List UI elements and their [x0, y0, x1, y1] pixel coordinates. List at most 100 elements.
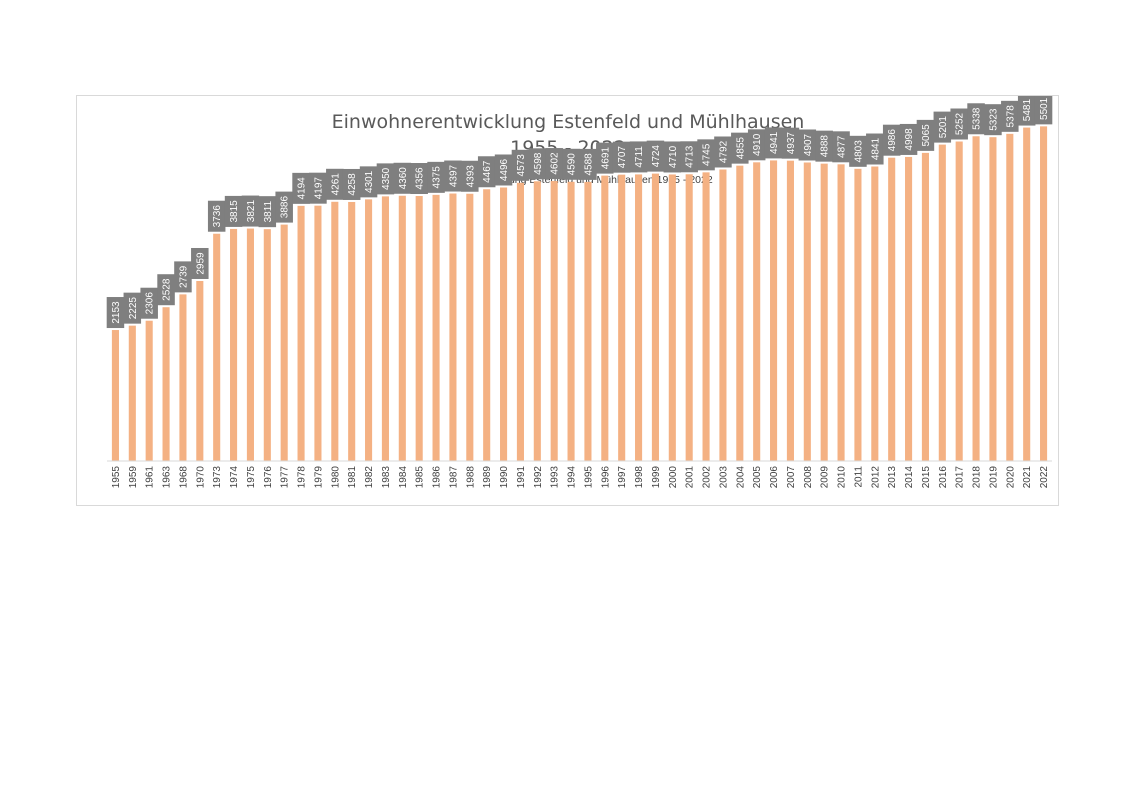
bar-2007 [786, 160, 794, 462]
data-label-box [359, 166, 378, 198]
x-tick-1988: 1988 [465, 466, 476, 489]
bar-1978 [297, 205, 305, 461]
bar-1998 [635, 174, 643, 461]
data-label-1989: 4467 [477, 156, 496, 188]
data-label-2010: 4877 [832, 131, 850, 163]
data-labels-group: 2153 2225 2306 2528 2739 2959 3736 3815 3821 3811… [106, 96, 1053, 329]
data-label-box [427, 161, 445, 193]
data-label-value: 4197 [313, 177, 324, 200]
data-label-box [1034, 96, 1053, 125]
data-label-1990: 4496 [494, 154, 513, 186]
data-label-box [309, 172, 327, 204]
data-label-value: 3811 [263, 200, 274, 222]
bar-1976 [263, 229, 271, 461]
x-tick-1994: 1994 [567, 466, 578, 489]
data-label-value: 4888 [820, 135, 831, 158]
data-label-box [241, 195, 260, 227]
data-label-1985: 4356 [410, 163, 428, 195]
bar-1986 [432, 194, 440, 461]
x-tick-2010: 2010 [837, 466, 848, 489]
data-label-value: 4356 [415, 167, 426, 190]
data-label-2014: 4998 [899, 123, 918, 155]
data-label-2013: 4986 [882, 124, 901, 156]
bar-1959 [128, 325, 136, 461]
data-label-box [866, 133, 884, 165]
data-label-1968: 2739 [174, 261, 192, 293]
data-label-2022: 5501 [1034, 96, 1053, 125]
x-tick-2002: 2002 [702, 466, 713, 489]
bar-2003 [719, 169, 727, 461]
data-label-value: 4360 [398, 167, 409, 190]
data-label-box [393, 162, 412, 194]
bar-2002 [702, 172, 710, 461]
bar-2014 [905, 156, 913, 461]
data-label-box [612, 141, 631, 173]
data-label-1980: 4261 [326, 168, 344, 200]
data-label-value: 4691 [600, 147, 611, 170]
x-tick-1975: 1975 [246, 466, 257, 489]
data-label-box [714, 136, 732, 168]
data-label-box [258, 196, 277, 228]
data-label-value: 5201 [938, 116, 949, 139]
bar-1987 [449, 193, 457, 461]
data-label-value: 4841 [870, 137, 881, 160]
data-label-value: 2306 [145, 292, 156, 315]
chart-frame: Einwohnerentwicklung Estenfeld und Mühlh… [76, 95, 1059, 506]
bar-1977 [280, 224, 288, 461]
x-tick-1980: 1980 [330, 466, 341, 489]
data-label-2019: 5323 [984, 104, 1002, 136]
x-tick-2005: 2005 [752, 466, 763, 489]
data-label-box [511, 149, 530, 181]
bar-1988 [466, 193, 474, 461]
data-label-box [477, 156, 496, 188]
data-label-box [950, 108, 968, 140]
data-label-2008: 4907 [798, 129, 817, 161]
bar-1984 [398, 195, 406, 461]
x-tick-1970: 1970 [195, 466, 206, 489]
bar-1990 [500, 187, 508, 461]
data-label-value: 4998 [904, 128, 915, 151]
data-label-box [849, 135, 867, 167]
data-label-1995: 4588 [579, 148, 597, 180]
x-tick-1995: 1995 [583, 466, 594, 489]
bar-1999 [651, 173, 659, 461]
data-label-value: 3815 [229, 200, 240, 223]
data-label-value: 4393 [465, 165, 476, 188]
data-label-value: 4711 [634, 146, 645, 168]
data-label-value: 4467 [482, 160, 493, 183]
x-tick-2003: 2003 [718, 466, 729, 489]
x-tick-2006: 2006 [769, 466, 780, 489]
data-label-2002: 4745 [697, 139, 715, 171]
x-tick-1955: 1955 [111, 466, 122, 489]
data-label-2012: 4841 [866, 133, 884, 165]
data-label-box [224, 195, 243, 227]
bar-2020 [1006, 133, 1014, 461]
bar-1979 [314, 205, 322, 461]
bar-1994 [567, 181, 575, 461]
data-label-box [832, 131, 850, 163]
data-label-1978: 4194 [292, 172, 310, 204]
data-label-box [646, 140, 665, 172]
bar-1980 [331, 201, 339, 461]
data-label-2004: 4855 [731, 132, 749, 164]
data-label-box [292, 172, 310, 204]
x-tick-2004: 2004 [735, 466, 746, 489]
data-label-value: 2739 [178, 265, 189, 288]
data-label-box [697, 139, 715, 171]
x-tick-1997: 1997 [617, 466, 628, 489]
bar-1992 [533, 181, 541, 461]
data-label-1955: 2153 [106, 297, 125, 329]
bar-2016 [938, 144, 946, 462]
data-label-value: 3886 [280, 196, 291, 219]
x-tick-2020: 2020 [1005, 466, 1016, 489]
x-tick-1961: 1961 [145, 466, 156, 489]
x-tick-1981: 1981 [347, 466, 358, 489]
x-tick-1976: 1976 [263, 466, 274, 489]
data-label-value: 4713 [685, 145, 696, 168]
data-label-2017: 5252 [950, 108, 968, 140]
data-label-value: 4792 [718, 140, 729, 163]
data-label-box [680, 141, 698, 173]
x-tick-labels-group: 1955 1959 1961 1963 1968 1970 1973 1974 1975 1976… [111, 466, 1050, 489]
bar-2021 [1023, 127, 1031, 461]
data-label-box [933, 111, 952, 143]
